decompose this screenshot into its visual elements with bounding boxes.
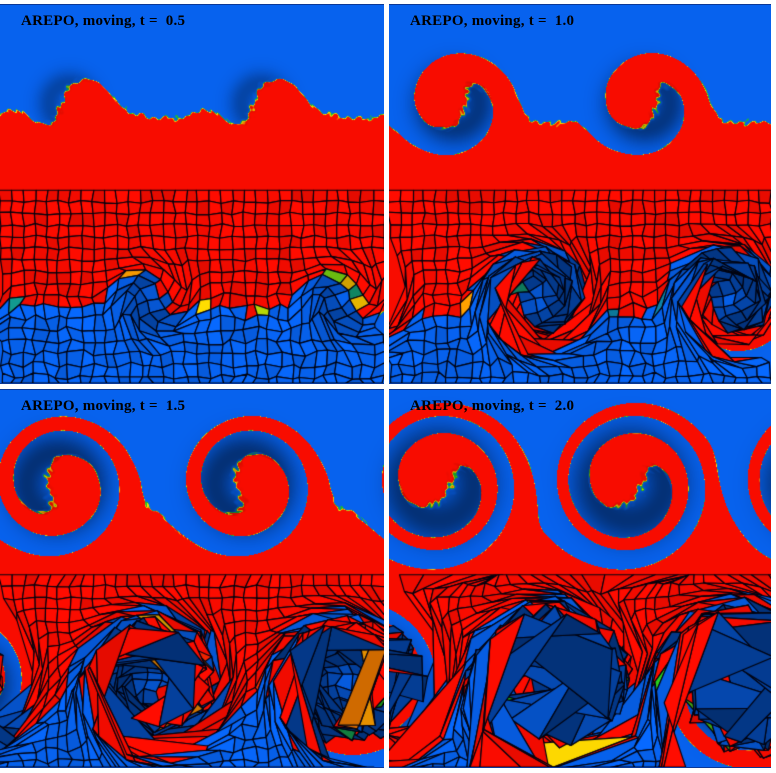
panel-arepo-t1-5: AREPO, moving, t = 1.5 [0, 389, 384, 768]
panel-grid: AREPO, moving, t = 0.5 AREPO, moving, t … [0, 4, 771, 768]
density-mesh-canvas [0, 5, 384, 383]
density-mesh-canvas [389, 5, 771, 383]
panel-time-label: AREPO, moving, t = 1.5 [21, 398, 186, 414]
panel-time-label: AREPO, moving, t = 1.0 [410, 13, 575, 29]
panel-arepo-t0-5: AREPO, moving, t = 0.5 [0, 4, 384, 384]
density-mesh-canvas [389, 390, 771, 767]
panel-time-label: AREPO, moving, t = 2.0 [410, 398, 575, 414]
density-mesh-canvas [0, 390, 384, 767]
panel-arepo-t2-0: AREPO, moving, t = 2.0 [389, 389, 771, 768]
panel-arepo-t1-0: AREPO, moving, t = 1.0 [389, 4, 771, 384]
panel-time-label: AREPO, moving, t = 0.5 [21, 13, 186, 29]
